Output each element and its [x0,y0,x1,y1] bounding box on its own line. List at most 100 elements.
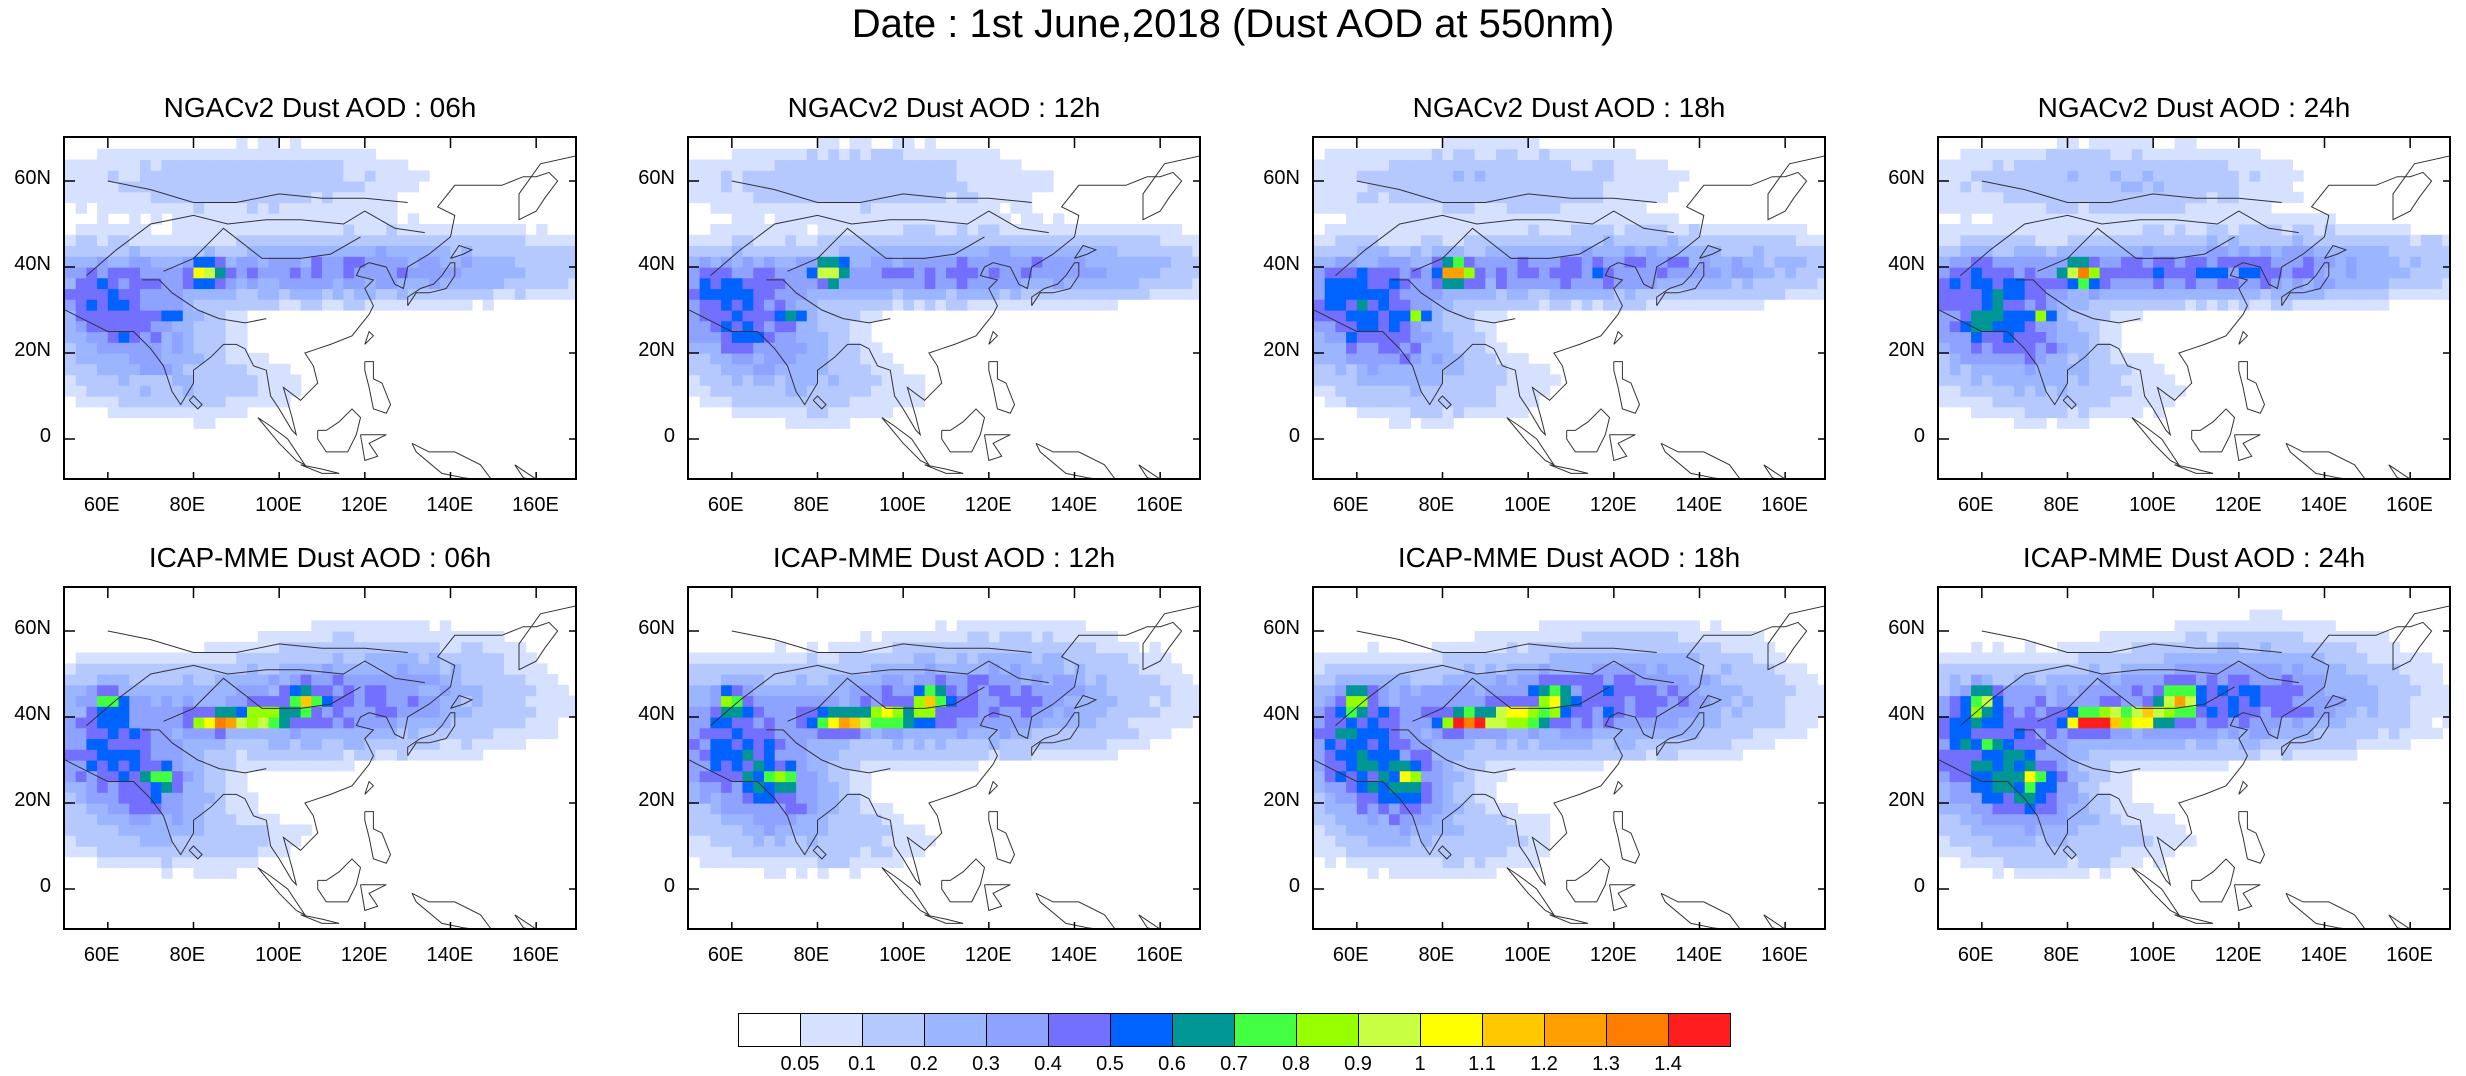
lon-tick-label: 160E [1761,494,1808,517]
lon-tick-label: 140E [1676,494,1723,517]
lon-tick-label: 120E [341,494,388,517]
lon-tick-label: 80E [2044,494,2080,517]
colorbar-label: 1 [1414,1053,1425,1076]
lat-tick-label: 40N [638,703,675,726]
lon-tick-label: 60E [708,494,744,517]
lon-tick-label: 140E [1051,944,1098,967]
colorbar-label: 1.1 [1468,1053,1496,1076]
lat-tick-label: 20N [1888,789,1925,812]
lon-tick-label: 120E [341,944,388,967]
lon-tick-label: 80E [1419,944,1455,967]
aod-grid-cells [689,138,1201,429]
lon-tick-label: 60E [708,944,744,967]
aod-field-map [65,588,577,930]
map-panel [63,136,577,480]
aod-grid-cells [65,620,577,879]
colorbar-swatch [738,1013,801,1047]
lon-tick-label: 100E [255,944,302,967]
lon-tick-label: 120E [2215,494,2262,517]
lat-tick-label: 0 [664,425,675,448]
map-panel [1937,586,2451,930]
colorbar-swatch [1420,1013,1483,1047]
colorbar-swatch [1110,1013,1173,1047]
colorbar-label: 0.1 [848,1053,876,1076]
colorbar-swatch [1358,1013,1421,1047]
colorbar-swatch [1172,1013,1235,1047]
colorbar-label: 1.4 [1654,1053,1682,1076]
lon-tick-label: 80E [170,494,206,517]
lon-tick-label: 120E [965,944,1012,967]
lat-tick-label: 40N [1263,253,1300,276]
aod-grid-cells [689,620,1201,879]
colorbar-label: 0.5 [1096,1053,1124,1076]
panel-title: NGACv2 Dust AOD : 18h [1312,92,1826,124]
lat-tick-label: 60N [1263,167,1300,190]
aod-field-map [1314,588,1826,930]
lat-tick-label: 20N [638,789,675,812]
lat-tick-label: 60N [14,617,51,640]
lon-tick-label: 140E [2301,494,2348,517]
lat-tick-label: 0 [40,875,51,898]
panel-title: ICAP-MME Dust AOD : 24h [1937,542,2451,574]
colorbar-swatch [1234,1013,1297,1047]
lon-tick-label: 120E [1590,494,1637,517]
panel-title: NGACv2 Dust AOD : 12h [687,92,1201,124]
lat-tick-label: 0 [664,875,675,898]
colorbar-label: 0.2 [910,1053,938,1076]
lat-tick-label: 40N [14,703,51,726]
lon-tick-label: 160E [1136,494,1183,517]
lon-tick-label: 80E [2044,944,2080,967]
aod-grid-cells [65,138,577,429]
panel-title: NGACv2 Dust AOD : 06h [63,92,577,124]
lon-tick-label: 80E [1419,494,1455,517]
lon-tick-label: 100E [879,494,926,517]
lon-tick-label: 60E [1958,494,1994,517]
colorbar-swatch [800,1013,863,1047]
lon-tick-label: 160E [512,494,559,517]
colorbar-label: 0.6 [1158,1053,1186,1076]
lat-tick-label: 60N [1888,617,1925,640]
lat-tick-label: 60N [638,167,675,190]
aod-field-map [1939,588,2451,930]
aod-grid-cells [1939,610,2451,879]
lon-tick-label: 120E [1590,944,1637,967]
colorbar-swatch [1606,1013,1669,1047]
lon-tick-label: 160E [2386,494,2433,517]
lat-tick-label: 0 [1289,875,1300,898]
lat-tick-label: 20N [1263,789,1300,812]
panel-title: ICAP-MME Dust AOD : 12h [687,542,1201,574]
lon-tick-label: 100E [1504,944,1551,967]
lat-tick-label: 0 [40,425,51,448]
map-panel [1312,136,1826,480]
map-panel [1937,136,2451,480]
lat-tick-label: 20N [14,339,51,362]
aod-field-map [1939,138,2451,480]
map-panel [63,586,577,930]
map-panel [687,136,1201,480]
figure-title: Date : 1st June,2018 (Dust AOD at 550nm) [0,2,2466,47]
lat-tick-label: 40N [1888,703,1925,726]
aod-grid-cells [1314,138,1826,429]
aod-grid-cells [1314,620,1826,879]
lon-tick-label: 80E [794,944,830,967]
lon-tick-label: 160E [2386,944,2433,967]
lon-tick-label: 60E [1333,944,1369,967]
lon-tick-label: 100E [2129,494,2176,517]
panel-title: ICAP-MME Dust AOD : 06h [63,542,577,574]
map-panel [1312,586,1826,930]
lon-tick-label: 140E [1676,944,1723,967]
lat-tick-label: 0 [1914,425,1925,448]
lon-tick-label: 140E [2301,944,2348,967]
colorbar-swatch [924,1013,987,1047]
lon-tick-label: 140E [1051,494,1098,517]
aod-field-map [689,138,1201,480]
aod-field-map [1314,138,1826,480]
lon-tick-label: 160E [512,944,559,967]
lon-tick-label: 160E [1136,944,1183,967]
aod-field-map [65,138,577,480]
lat-tick-label: 0 [1289,425,1300,448]
lon-tick-label: 140E [427,494,474,517]
lat-tick-label: 60N [14,167,51,190]
lat-tick-label: 40N [1888,253,1925,276]
lat-tick-label: 40N [638,253,675,276]
